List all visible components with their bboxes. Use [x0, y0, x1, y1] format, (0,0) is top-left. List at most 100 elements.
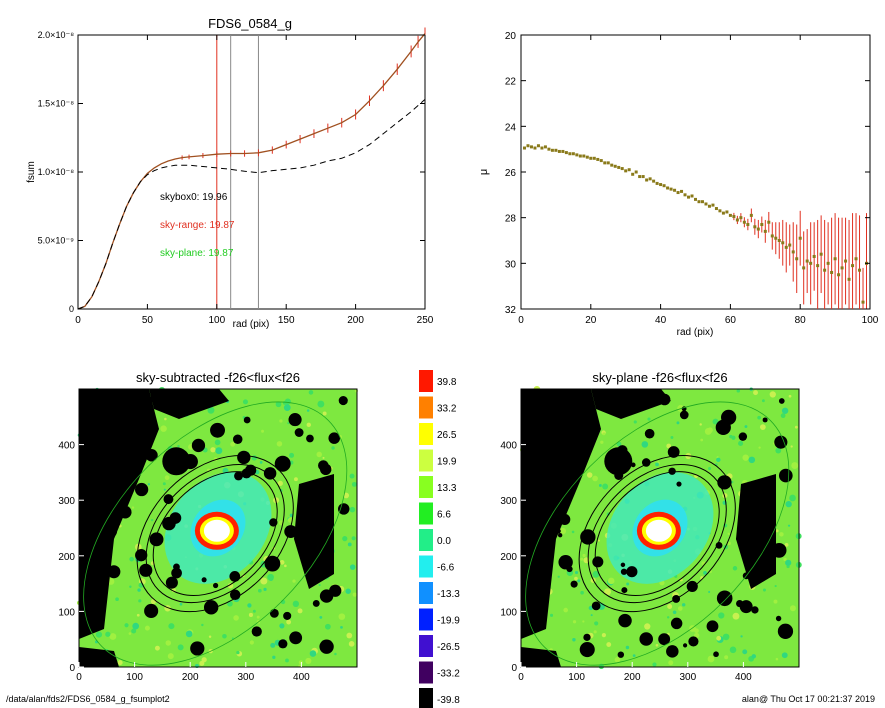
x-tick-label: 400 [735, 672, 752, 683]
noise-speckle [306, 422, 311, 428]
star-mask [203, 600, 219, 615]
noise-speckle [758, 446, 761, 449]
noise-speckle [128, 632, 132, 635]
noise-speckle [275, 401, 282, 408]
mu-point [704, 202, 708, 206]
x-tick-label: 100 [208, 315, 225, 326]
noise-speckle [604, 588, 611, 596]
aperture-ellipse [594, 471, 720, 597]
mu-points [522, 144, 869, 309]
mu-point [812, 254, 816, 258]
noise-speckle [138, 599, 142, 603]
noise-speckle [316, 451, 322, 458]
sky-plane-title: sky-plane -f26<flux<f26 [592, 370, 727, 385]
noise-speckle [309, 650, 317, 657]
star-mask [232, 434, 243, 445]
noise-speckle [775, 657, 779, 661]
mu-point [756, 227, 760, 231]
mu-point [533, 146, 537, 150]
fsum-series-line [77, 33, 426, 310]
mu-point [858, 268, 862, 272]
star-mask [621, 587, 628, 594]
mu-point [700, 200, 704, 204]
star-mask [736, 536, 741, 541]
star-mask [338, 395, 348, 406]
star-mask [263, 467, 277, 480]
colorbar-swatch [419, 555, 433, 578]
mu-point [760, 223, 764, 227]
noise-speckle [132, 622, 140, 630]
star-mask [558, 555, 573, 570]
mu-point [638, 175, 642, 179]
noise-speckle [574, 570, 579, 575]
mu-point [795, 257, 799, 261]
star-mask [676, 481, 682, 487]
noise-speckle [276, 441, 283, 447]
noise-speckle [294, 477, 298, 482]
y-tick-label: 400 [500, 441, 517, 452]
mu-point [791, 250, 795, 254]
mu-point [557, 149, 561, 153]
x-tick-label: 60 [725, 315, 737, 326]
noise-speckle [289, 513, 294, 518]
mu-point [777, 239, 781, 242]
noise-speckle [289, 452, 295, 458]
star-mask [580, 421, 596, 436]
noise-speckle [572, 638, 576, 642]
star-mask [269, 608, 279, 618]
colorbar-swatch [419, 502, 433, 525]
y-tick-label: 100 [58, 607, 75, 618]
noise-speckle [292, 600, 300, 608]
star-mask [274, 455, 291, 472]
star-mask [149, 532, 164, 547]
noise-speckle [351, 481, 357, 487]
noise-speckle [285, 658, 289, 663]
star-mask [559, 513, 571, 526]
x-tick-label: 100 [568, 672, 585, 683]
mu-point [763, 229, 767, 233]
noise-speckle [751, 654, 757, 659]
x-tick-label: 0 [75, 315, 81, 326]
mu-point [529, 145, 533, 149]
mu-point [571, 152, 575, 156]
star-mask [278, 639, 288, 649]
noise-speckle [574, 576, 578, 581]
star-mask [163, 494, 174, 505]
noise-speckle [769, 391, 776, 398]
noise-speckle [177, 444, 180, 448]
noise-speckle [124, 623, 129, 628]
star-mask [135, 549, 148, 562]
aperture-lines [216, 35, 259, 309]
mu-point [554, 148, 558, 152]
noise-speckle [740, 635, 743, 638]
colorbar-label: -13.3 [437, 589, 460, 600]
star-mask [550, 522, 557, 530]
star-mask [149, 396, 156, 403]
colorbar-swatch [419, 661, 433, 684]
star-mask [617, 651, 625, 658]
noise-speckle [259, 461, 263, 464]
mu-point [547, 147, 551, 151]
masked-region [294, 474, 334, 589]
mu-point [725, 210, 729, 214]
star-mask [576, 465, 584, 473]
mu-point [749, 213, 753, 217]
mu-point [774, 236, 778, 240]
noise-speckle [601, 633, 606, 638]
mu-point [582, 154, 586, 158]
star-mask [338, 503, 350, 515]
star-mask [112, 486, 121, 495]
noise-speckle [346, 632, 353, 639]
noise-speckle [286, 619, 292, 625]
noise-speckle [215, 447, 223, 455]
noise-speckle [607, 577, 615, 585]
star-mask [741, 535, 750, 543]
noise-speckle [724, 655, 729, 660]
noise-speckle [789, 494, 796, 502]
star-mask [713, 651, 719, 658]
fsum-y-label: fsum [26, 161, 37, 183]
noise-speckle [292, 579, 296, 583]
star-mask [658, 633, 671, 646]
aperture-ellipse [578, 454, 736, 613]
star-mask [591, 601, 601, 611]
